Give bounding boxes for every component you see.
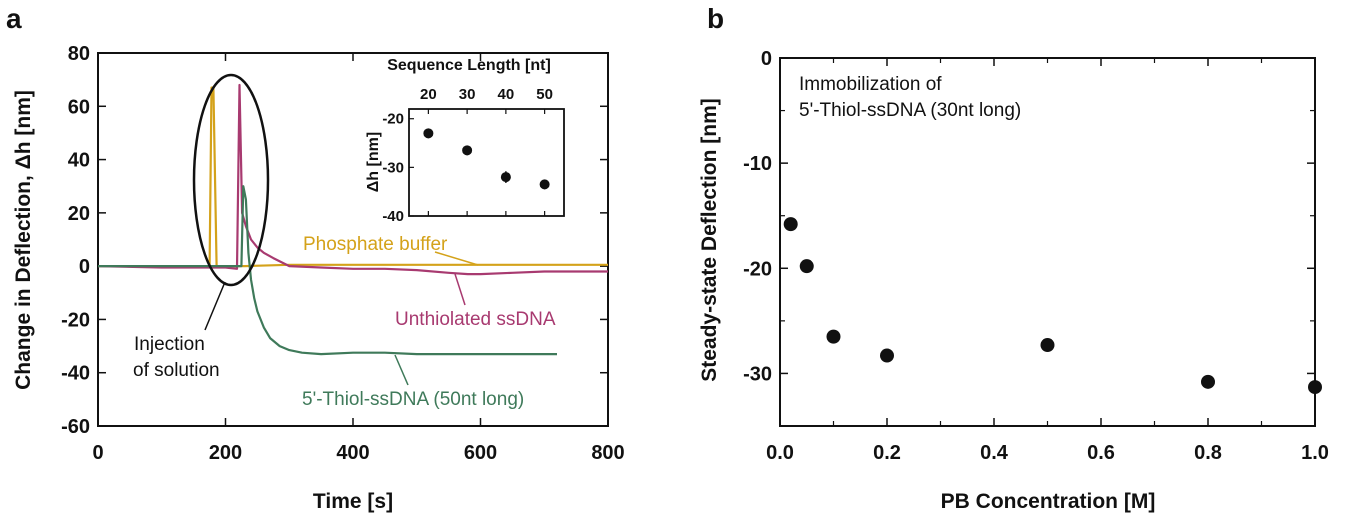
chart-b-ytick-label: -20 (743, 258, 772, 280)
inset-point (423, 128, 434, 139)
inset-point (500, 172, 511, 183)
label-injection-line2: of solution (133, 360, 220, 381)
inset-points (423, 128, 550, 190)
chart-a-xlabel: Time [s] (313, 490, 393, 513)
chart-b-point (1201, 374, 1215, 389)
chart-b-xtick-label: 0.6 (1087, 442, 1115, 464)
chart-a-xtick-label: 0 (92, 442, 103, 464)
chart-b-points (783, 217, 1322, 395)
chart-b-title-line2: 5'-Thiol-ssDNA (30nt long) (799, 100, 1021, 121)
chart-b-point (783, 217, 798, 232)
inset-xtick-label: 20 (420, 86, 437, 103)
series-line-unthiolated (97, 83, 608, 276)
chart-b-xlabel: PB Concentration [M] (941, 490, 1156, 513)
chart-b-xtick-label: 0.0 (766, 442, 794, 464)
chart-a-ytick-label: -40 (61, 363, 90, 385)
label-injection-line1: Injection (134, 334, 205, 355)
chart-b-ylabel: Steady-state Deflection [nm] (698, 98, 721, 382)
chart-a-ytick-label: 60 (68, 96, 90, 118)
chart-a-ticks: 0 200 400 600 800 -60 -40 -20 0 20 40 60 80 (61, 43, 625, 464)
chart-a-ytick-label: 20 (68, 203, 90, 225)
chart-b-xtick-label: 0.4 (980, 442, 1009, 464)
inset-title: Sequence Length [nt] (387, 57, 551, 74)
chart-b-ytick-label: 0 (761, 48, 772, 70)
panel-a-label: a (6, 3, 22, 34)
injection-ellipse (192, 73, 270, 287)
chart-b-point (880, 348, 894, 363)
chart-b-xtick-label: 1.0 (1301, 442, 1329, 464)
chart-b-ytick-label: -10 (743, 153, 772, 175)
series-line-thiol (98, 185, 557, 356)
inset-point (539, 179, 550, 190)
chart-a-xtick-label: 400 (336, 442, 369, 464)
inset-ytick-label: -30 (382, 159, 404, 176)
inset-ytick-label: -20 (382, 111, 404, 128)
arrow-injection (204, 281, 226, 331)
arrow-unthiolated (454, 273, 466, 306)
inset-chart: Sequence Length [nt] 20 30 40 50 -20 -30 -40 Δ… (365, 57, 565, 225)
arrow-phosphate (434, 251, 479, 266)
chart-a-ytick-label: 40 (68, 150, 90, 172)
chart-b-point (826, 329, 841, 344)
chart-a: 0 200 400 600 800 -60 -40 -20 0 20 40 60 80 Time [s]… (12, 43, 625, 513)
chart-b: 0.0 0.2 0.4 0.6 0.8 1.0 0 -10 -20 -30 Immobilizat… (698, 48, 1329, 513)
chart-b-ticks: 0.0 0.2 0.4 0.6 0.8 1.0 0 -10 -20 -30 (743, 48, 1329, 464)
label-phosphate-buffer: Phosphate buffer (303, 234, 448, 255)
inset-ytick-label: -40 (382, 208, 404, 225)
chart-a-ytick-label: -60 (61, 416, 90, 438)
label-thiol-ssdna: 5'-Thiol-ssDNA (50nt long) (302, 389, 524, 410)
arrow-thiol (394, 354, 409, 386)
chart-b-point (1308, 380, 1322, 395)
chart-b-xtick-label: 0.2 (873, 442, 901, 464)
chart-a-ytick-label: 80 (68, 43, 90, 65)
chart-a-ytick-label: -20 (61, 309, 90, 331)
chart-a-series (97, 83, 608, 356)
inset-xtick-label: 30 (459, 86, 476, 103)
chart-a-ylabel: Change in Deflection, Δh [nm] (12, 90, 35, 390)
label-unthiolated-ssdna: Unthiolated ssDNA (395, 309, 556, 330)
chart-b-xtick-label: 0.8 (1194, 442, 1222, 464)
chart-b-point (799, 259, 814, 274)
inset-frame (408, 108, 565, 217)
inset-xtick-label: 40 (498, 86, 515, 103)
inset-ylabel: Δh [nm] (365, 132, 382, 192)
chart-a-ytick-label: 0 (79, 256, 90, 278)
chart-b-point (1040, 338, 1055, 353)
chart-a-xtick-label: 600 (464, 442, 497, 464)
chart-a-xtick-label: 200 (209, 442, 242, 464)
chart-a-xtick-label: 800 (591, 442, 624, 464)
inset-xtick-label: 50 (536, 86, 553, 103)
chart-b-title-line1: Immobilization of (799, 74, 942, 95)
inset-ticks: 20 30 40 50 -20 -30 -40 (382, 86, 553, 225)
panel-b-label: b (707, 3, 724, 34)
inset-point (462, 145, 473, 156)
chart-b-ytick-label: -30 (743, 363, 772, 385)
